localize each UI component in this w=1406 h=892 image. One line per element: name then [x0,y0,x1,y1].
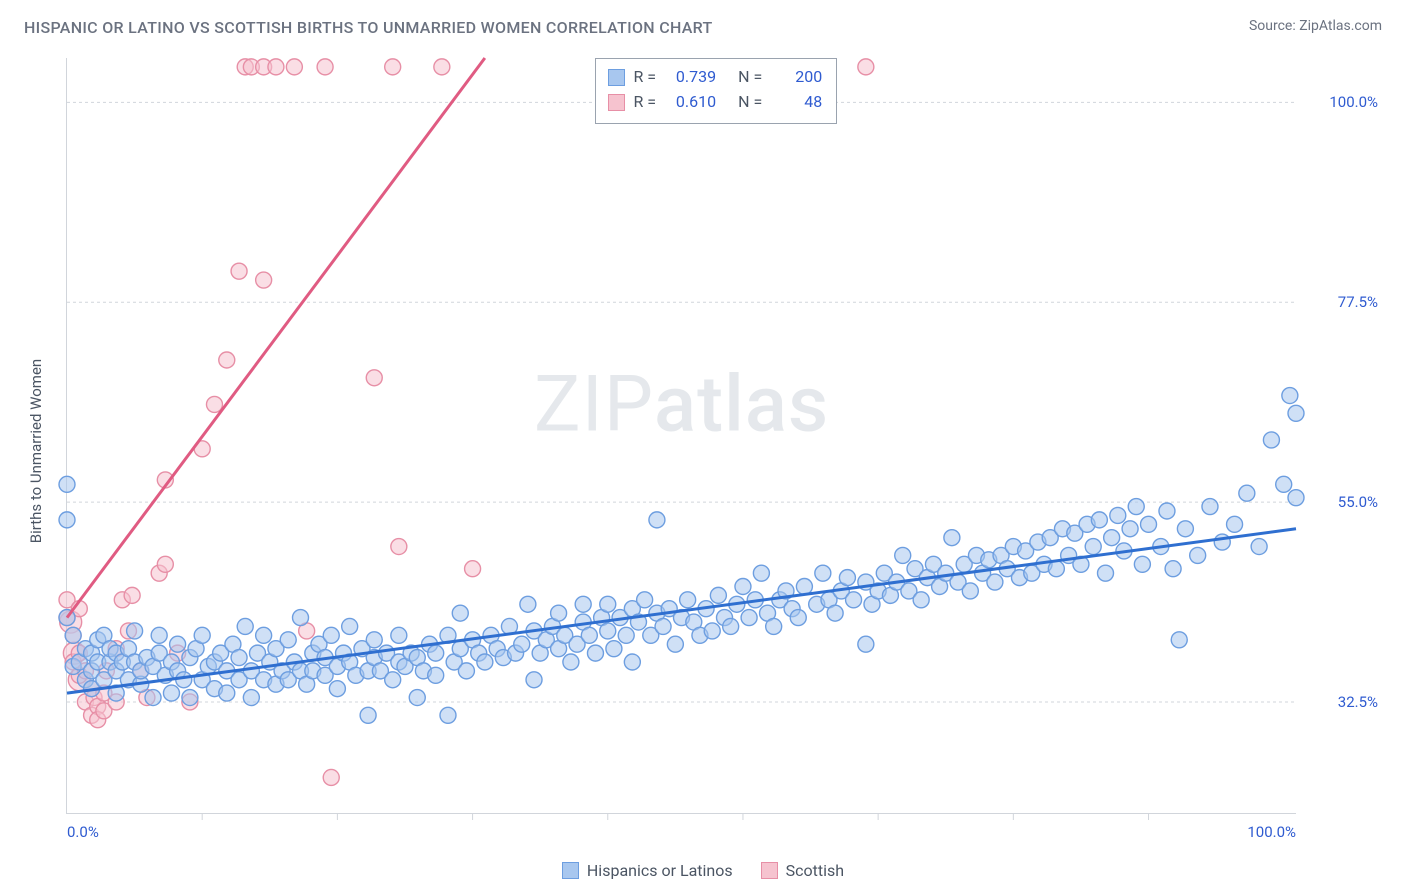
y-axis-label: Births to Unmarried Women [27,359,45,543]
r-label: R = [633,90,656,115]
n-label: N = [738,65,762,90]
chart-title: HISPANIC OR LATINO VS SCOTTISH BIRTHS TO… [24,18,713,37]
xtick-label: 100.0% [1247,823,1296,841]
plot-area-wrapper: Births to Unmarried Women ZIPatlas R = 0… [46,58,1382,844]
ytick-label: 55.0% [1338,493,1378,511]
r-label: R = [633,65,656,90]
n-label: N = [738,90,762,115]
header: HISPANIC OR LATINO VS SCOTTISH BIRTHS TO… [0,0,1406,37]
stats-row-pink: R = 0.610 N = 48 [608,90,822,115]
r-value-blue: 0.739 [664,65,716,90]
stats-row-blue: R = 0.739 N = 200 [608,65,822,90]
ytick-label: 32.5% [1338,693,1378,711]
legend-label-pink: Scottish [786,861,844,880]
swatch-blue [608,69,625,86]
source-label: Source: [1249,18,1296,34]
r-value-pink: 0.610 [664,90,716,115]
xtick-label: 0.0% [67,823,99,841]
legend-item-pink: Scottish [761,861,844,880]
swatch-pink [761,862,778,879]
legend-label-blue: Hispanics or Latinos [587,861,733,880]
source-link[interactable]: ZipAtlas.com [1299,18,1382,34]
source-attribution: Source: ZipAtlas.com [1249,18,1382,34]
ytick-label: 100.0% [1329,93,1378,111]
swatch-pink [608,94,625,111]
chart-svg [67,58,1296,813]
stats-legend-box: R = 0.739 N = 200 R = 0.610 N = 48 [595,58,837,124]
n-value-pink: 48 [770,90,822,115]
ytick-label: 77.5% [1338,293,1378,311]
swatch-blue [562,862,579,879]
legend-item-blue: Hispanics or Latinos [562,861,733,880]
scatter-plot: ZIPatlas R = 0.739 N = 200 R = 0.610 N =… [66,58,1296,814]
n-value-blue: 200 [770,65,822,90]
series-legend: Hispanics or Latinos Scottish [0,861,1406,880]
